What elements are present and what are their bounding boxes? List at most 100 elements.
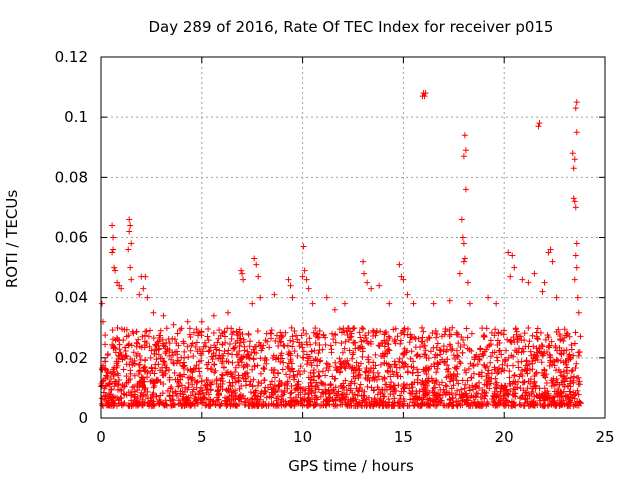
data-point [425,375,432,382]
data-point [104,401,111,408]
data-point [207,396,214,403]
data-point [567,383,574,390]
data-point [268,366,275,373]
data-point [477,345,484,352]
data-point [415,369,422,376]
data-point [454,331,461,338]
data-point [535,123,542,130]
y-tick-label: 0.1 [64,108,88,126]
data-point [379,386,386,393]
data-point [286,374,293,381]
data-point [116,377,123,384]
data-point [422,351,429,358]
data-point [126,228,133,235]
data-point [238,354,245,361]
data-point [283,371,290,378]
data-point [437,347,444,354]
data-point [223,387,230,394]
data-point [331,306,338,313]
data-point [324,361,331,368]
data-point [280,342,287,349]
data-point [415,335,422,342]
data-point [504,362,511,369]
data-point [291,376,298,383]
data-point [404,291,411,298]
data-point [262,384,269,391]
data-point [162,350,169,357]
data-point [160,342,167,349]
data-point [422,390,429,397]
data-point [146,343,153,350]
data-point [311,402,318,409]
data-point [500,401,507,408]
data-point [276,377,283,384]
data-point [157,367,164,374]
data-point [474,398,481,405]
data-point [457,360,464,367]
data-point [558,401,565,408]
data-point [538,341,545,348]
data-point [273,395,280,402]
data-point [187,347,194,354]
data-point [575,352,582,359]
data-point [476,371,483,378]
data-point [205,337,212,344]
data-point [459,349,466,356]
data-point [456,270,463,277]
data-point [467,402,474,409]
data-point [460,153,467,160]
data-point [264,338,271,345]
data-point [193,326,200,333]
data-point [462,147,469,154]
data-point [306,335,313,342]
data-point [450,352,457,359]
data-point [226,393,233,400]
data-point [449,395,456,402]
data-point [330,336,337,343]
data-point [573,360,580,367]
data-point [169,397,176,404]
data-point [246,343,253,350]
data-point [385,346,392,353]
data-point [126,402,133,409]
data-point [365,329,372,336]
data-point [263,394,270,401]
data-point [135,401,142,408]
data-point [396,261,403,268]
data-point [152,346,159,353]
data-point [100,389,107,396]
data-point [391,386,398,393]
data-point [178,325,185,332]
data-point [139,333,146,340]
data-point [329,330,336,337]
data-point [142,385,149,392]
data-point [197,350,204,357]
data-point [466,346,473,353]
data-point [151,350,158,357]
data-point [469,382,476,389]
data-point [550,397,557,404]
data-point [301,267,308,274]
data-point [563,347,570,354]
data-point [420,328,427,335]
data-point [474,361,481,368]
data-point [339,391,346,398]
data-point [453,347,460,354]
data-point [311,392,318,399]
data-point [515,349,522,356]
data-point [517,402,524,409]
data-point [512,326,519,333]
data-point [550,358,557,365]
data-point [432,328,439,335]
data-point [370,401,377,408]
data-point [355,363,362,370]
data-point [177,327,184,334]
data-point [436,346,443,353]
data-point [312,340,319,347]
data-point [225,347,232,354]
data-point [570,373,577,380]
data-point [160,358,167,365]
data-point [493,354,500,361]
data-point [327,394,334,401]
data-point [443,348,450,355]
